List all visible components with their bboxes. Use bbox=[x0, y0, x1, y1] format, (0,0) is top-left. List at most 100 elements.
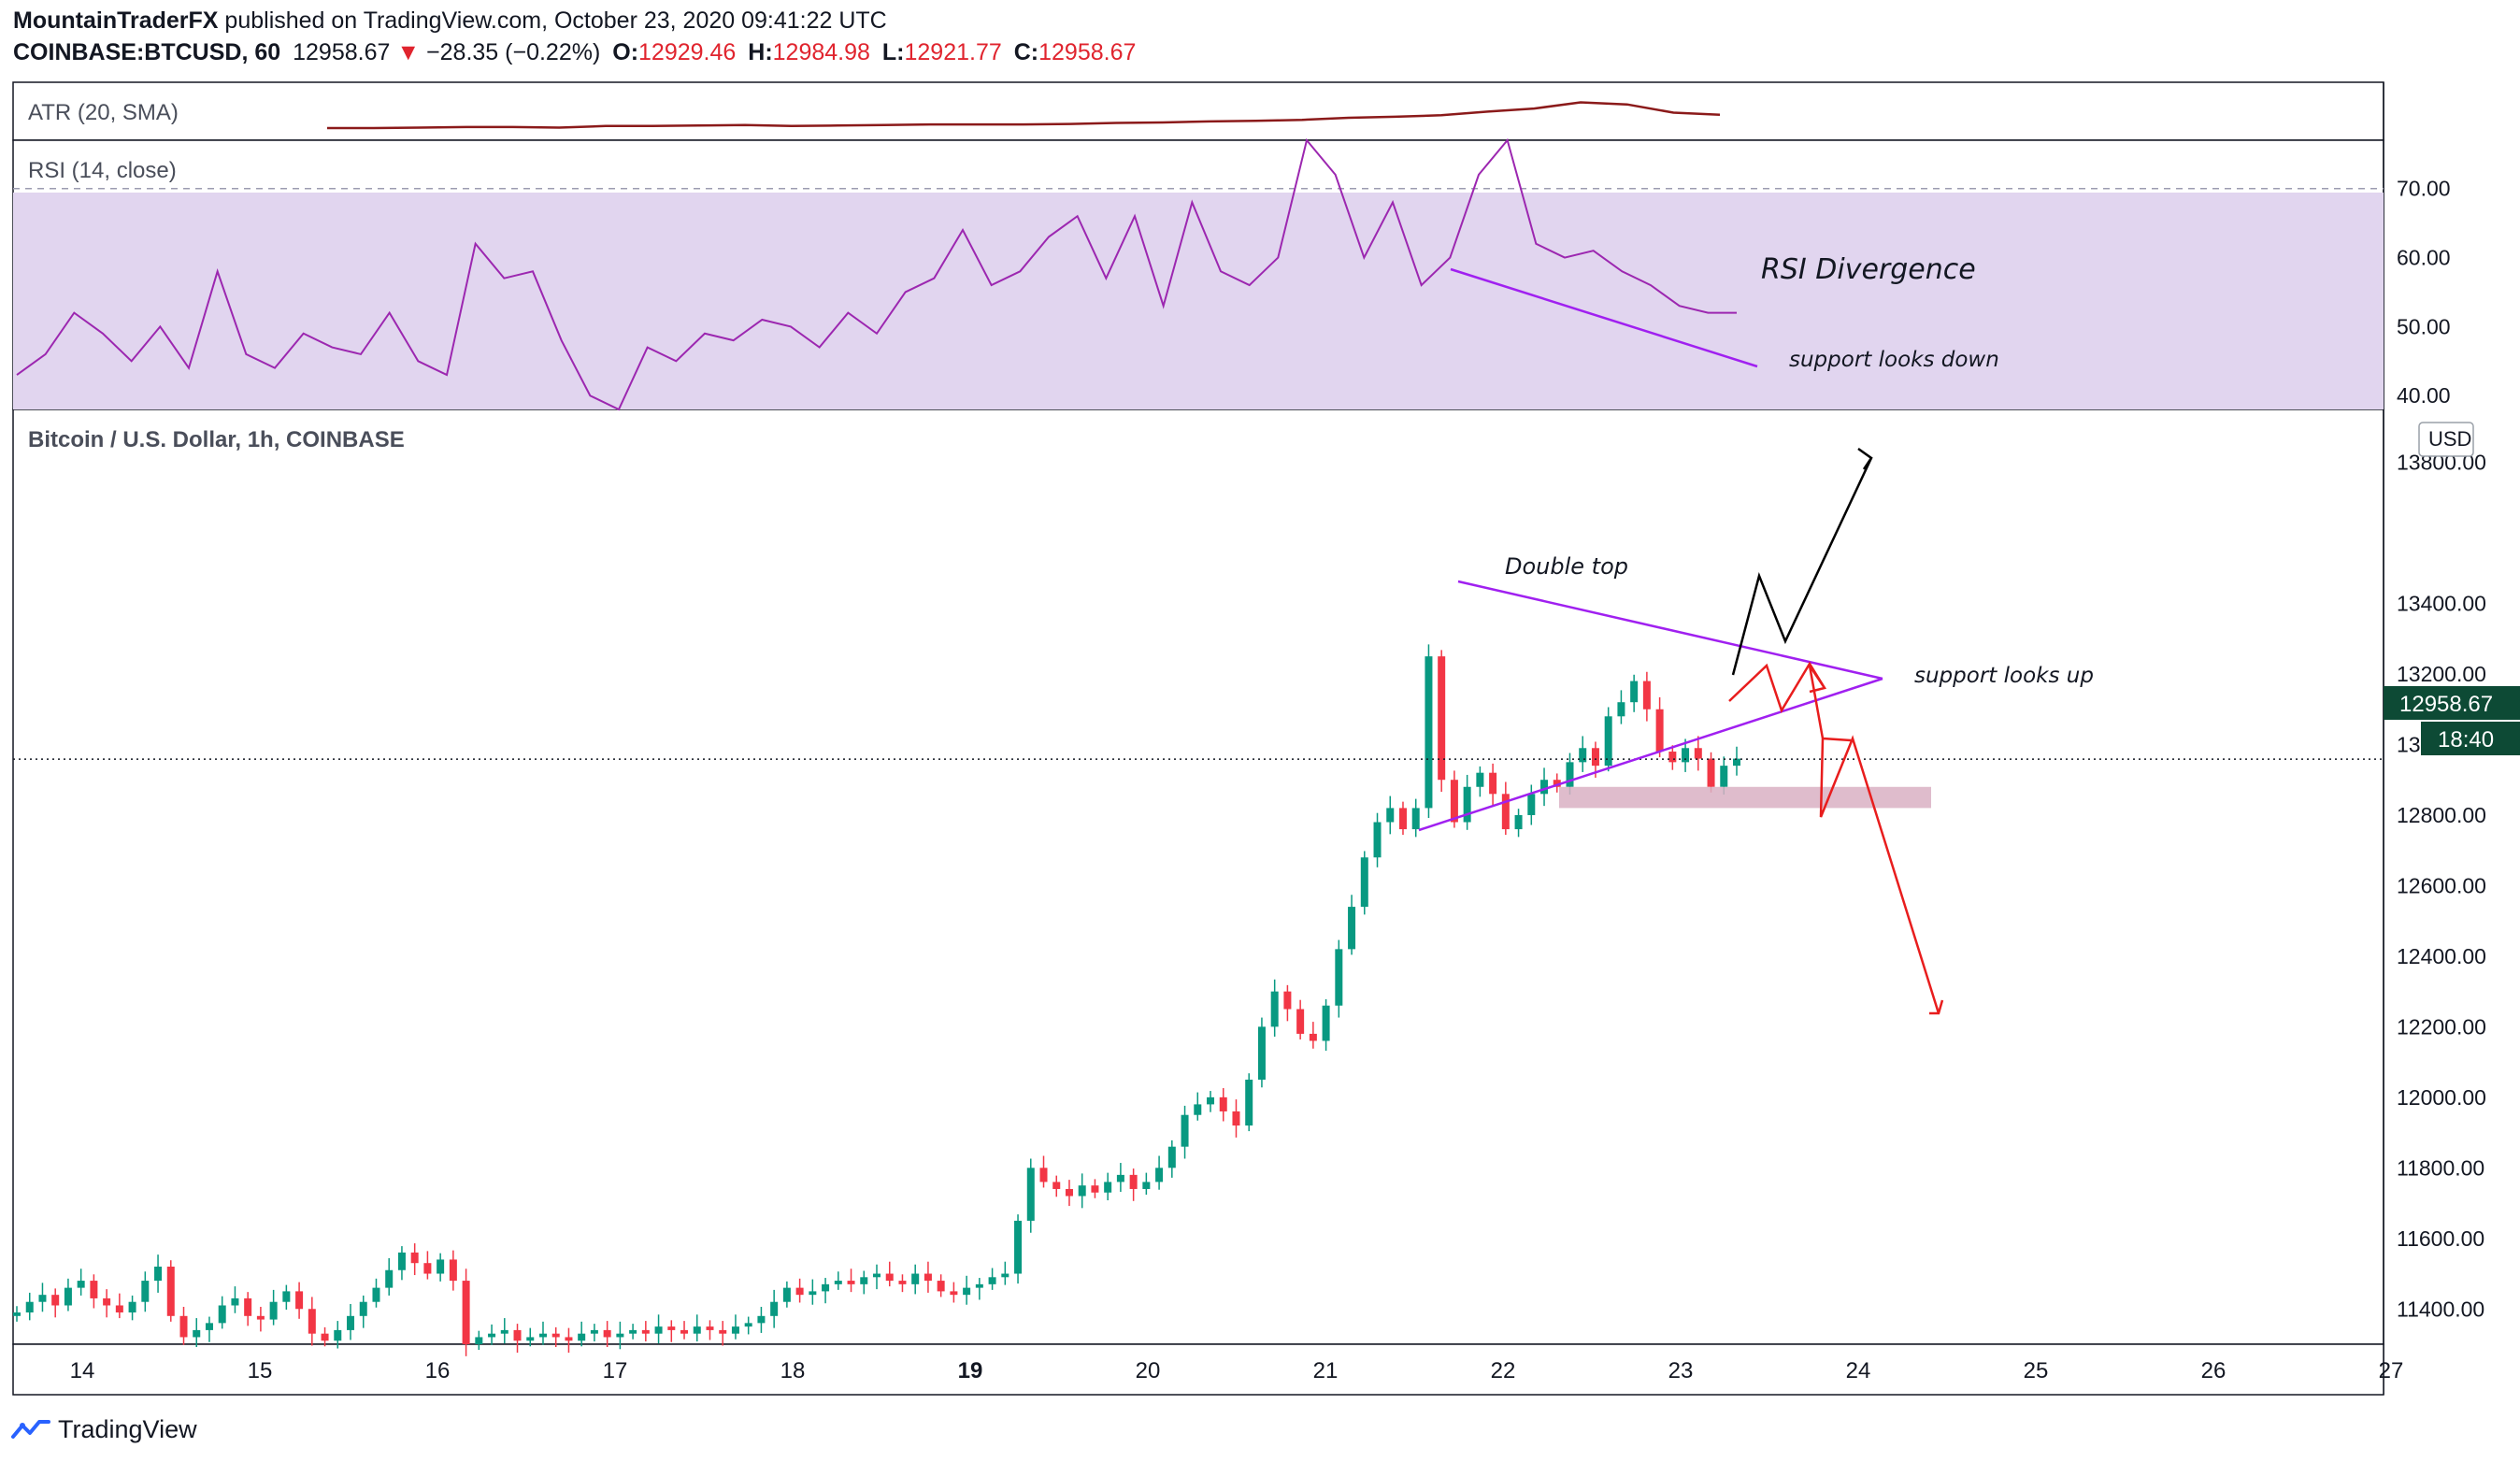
candle-body bbox=[1078, 1185, 1086, 1197]
candle-body bbox=[693, 1326, 701, 1334]
candle-body bbox=[988, 1277, 996, 1284]
candle-body bbox=[1630, 681, 1639, 703]
price-tick-label: 12400.00 bbox=[2397, 944, 2486, 968]
candle-body bbox=[1604, 716, 1612, 767]
candle-body bbox=[1707, 758, 1715, 787]
close-label: C: bbox=[1013, 39, 1039, 65]
candle-body bbox=[179, 1315, 188, 1338]
last-price-tag-text: 12958.67 bbox=[2399, 692, 2493, 717]
candle-body bbox=[1245, 1079, 1253, 1126]
candle-body bbox=[218, 1305, 226, 1324]
currency-badge[interactable] bbox=[2418, 422, 2474, 457]
bullish-projection-path bbox=[1731, 457, 1873, 676]
candle-body bbox=[924, 1273, 932, 1282]
candle-body bbox=[1129, 1174, 1138, 1189]
candle-body bbox=[770, 1301, 779, 1316]
double-top-label: Double top bbox=[1505, 553, 1628, 580]
atr-pane bbox=[12, 81, 2384, 141]
price-title: Bitcoin / U.S. Dollar, 1h, COINBASE bbox=[28, 427, 405, 452]
candle-body bbox=[385, 1269, 394, 1288]
candle-body bbox=[1425, 656, 1433, 809]
candle-body bbox=[488, 1333, 496, 1338]
candle-body bbox=[1489, 772, 1497, 795]
atr-line bbox=[327, 101, 1721, 130]
candle-body bbox=[205, 1323, 213, 1330]
atr-title: ATR (20, SMA) bbox=[28, 100, 179, 125]
author-name[interactable]: MountainTraderFX bbox=[13, 7, 219, 34]
atr-series bbox=[327, 101, 1721, 130]
candle-body bbox=[667, 1326, 676, 1330]
time-tick-label: 26 bbox=[2201, 1358, 2226, 1383]
candle-body bbox=[1296, 1009, 1305, 1034]
currency-label: USD bbox=[2428, 427, 2471, 451]
symbol-label[interactable]: COINBASE:BTCUSD, 60 bbox=[13, 39, 281, 65]
candle-body bbox=[1733, 758, 1740, 767]
candle-body bbox=[1116, 1174, 1124, 1182]
candle-body bbox=[629, 1329, 637, 1334]
candle-body bbox=[1373, 822, 1382, 858]
candle-body bbox=[706, 1326, 714, 1330]
time-tick-label: 14 bbox=[70, 1358, 95, 1383]
triangle-lower-line bbox=[1418, 677, 1883, 832]
candle-body bbox=[1682, 748, 1690, 763]
time-tick-label: 22 bbox=[1491, 1358, 1516, 1383]
candle-body bbox=[834, 1281, 842, 1284]
candle-body bbox=[372, 1287, 380, 1302]
support-zone bbox=[1559, 786, 1931, 809]
candle-body bbox=[950, 1291, 958, 1296]
time-tick-label: 24 bbox=[1846, 1358, 1871, 1383]
candle-body bbox=[847, 1281, 855, 1284]
rsi-tick-label: 50.00 bbox=[2397, 314, 2451, 338]
price-change: −28.35 (−0.22%) bbox=[426, 39, 601, 65]
rsi-tick-label: 60.00 bbox=[2397, 246, 2451, 270]
candle-body bbox=[103, 1297, 111, 1306]
rsi-tick-label: 70.00 bbox=[2397, 177, 2451, 201]
candle-body bbox=[1322, 1005, 1330, 1041]
time-tick-label: 15 bbox=[248, 1358, 273, 1383]
candle-body bbox=[231, 1297, 239, 1306]
candle-body bbox=[410, 1252, 419, 1264]
tradingview-branding[interactable]: TradingView bbox=[11, 1413, 197, 1445]
candle-body bbox=[1039, 1168, 1048, 1182]
candle-body bbox=[282, 1291, 291, 1302]
candle-body bbox=[1617, 702, 1625, 717]
tradingview-logo-icon bbox=[11, 1420, 50, 1439]
candle-body bbox=[963, 1287, 971, 1296]
time-tick-label: 21 bbox=[1313, 1358, 1339, 1383]
candle-body bbox=[1655, 709, 1664, 752]
candle-body bbox=[1463, 786, 1471, 823]
candle-body bbox=[1142, 1182, 1151, 1189]
rsi-title: RSI (14, close) bbox=[28, 158, 177, 183]
candle-body bbox=[115, 1305, 123, 1313]
time-tick-label: 25 bbox=[2024, 1358, 2049, 1383]
candle-body bbox=[526, 1337, 535, 1341]
candle-series bbox=[13, 644, 1740, 1356]
candle-body bbox=[1104, 1182, 1112, 1193]
price-tick-label: 11400.00 bbox=[2397, 1297, 2484, 1321]
candle-body bbox=[295, 1291, 304, 1310]
candle-body bbox=[809, 1291, 817, 1296]
candle-body bbox=[1014, 1220, 1023, 1274]
candle-body bbox=[500, 1329, 508, 1334]
candle-body bbox=[513, 1329, 522, 1341]
candle-body bbox=[860, 1277, 868, 1284]
price-tick-label: 13400.00 bbox=[2397, 592, 2486, 616]
price-tick-label: 12800.00 bbox=[2397, 803, 2486, 827]
chart-header: MountainTraderFX published on TradingVie… bbox=[0, 0, 2520, 75]
change-arrow-icon: ▼ bbox=[396, 39, 421, 65]
candle-body bbox=[565, 1337, 573, 1341]
symbol-line: COINBASE:BTCUSD, 60 12958.67 ▼ −28.35 (−… bbox=[13, 39, 1136, 66]
candle-body bbox=[1450, 780, 1458, 823]
price-tick-label: 13200.00 bbox=[2397, 662, 2486, 686]
rsi-series bbox=[16, 137, 1737, 411]
candle-body bbox=[590, 1329, 598, 1334]
candle-body bbox=[449, 1259, 457, 1282]
rsi-divergence-label: RSI Divergence bbox=[1761, 253, 1976, 286]
candle-body bbox=[256, 1315, 265, 1320]
price-tick-label: 12600.00 bbox=[2397, 873, 2486, 897]
candle-body bbox=[1514, 814, 1523, 830]
candle-body bbox=[616, 1333, 624, 1338]
candle-body bbox=[437, 1259, 445, 1274]
candle-body bbox=[1270, 991, 1279, 1027]
